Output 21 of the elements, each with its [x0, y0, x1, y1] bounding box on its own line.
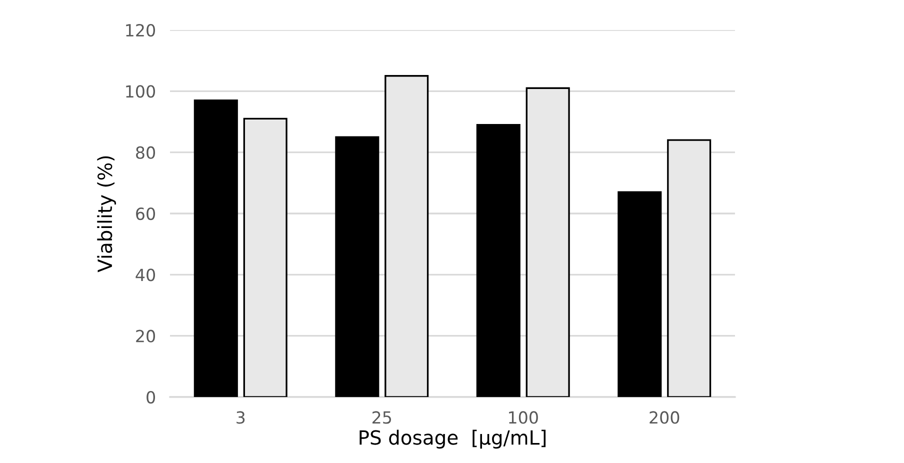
- x-axis-title: PS dosage [µg/mL]: [360, 430, 546, 449]
- bar: [476, 124, 520, 397]
- y-tick-label: 60: [136, 207, 156, 220]
- x-tick-label: 25: [372, 411, 392, 424]
- x-tick-label: 3: [236, 411, 245, 424]
- bar: [384, 75, 429, 397]
- bar: [618, 191, 662, 397]
- y-tick-label: 0: [146, 390, 156, 404]
- bar: [667, 139, 712, 397]
- y-tick-label: 100: [126, 85, 156, 98]
- y-tick-label: 40: [136, 268, 156, 282]
- bar: [526, 87, 570, 397]
- y-tick-label: 120: [126, 24, 156, 37]
- bar: [243, 118, 288, 397]
- bar: [194, 100, 238, 397]
- x-tick-label: 100: [509, 411, 538, 424]
- y-tick-label: 20: [136, 330, 156, 342]
- y-tick-label: 80: [136, 146, 156, 159]
- x-tick-label: 200: [650, 411, 680, 424]
- bar: [335, 136, 380, 397]
- y-axis-title: Viability (%): [97, 156, 116, 272]
